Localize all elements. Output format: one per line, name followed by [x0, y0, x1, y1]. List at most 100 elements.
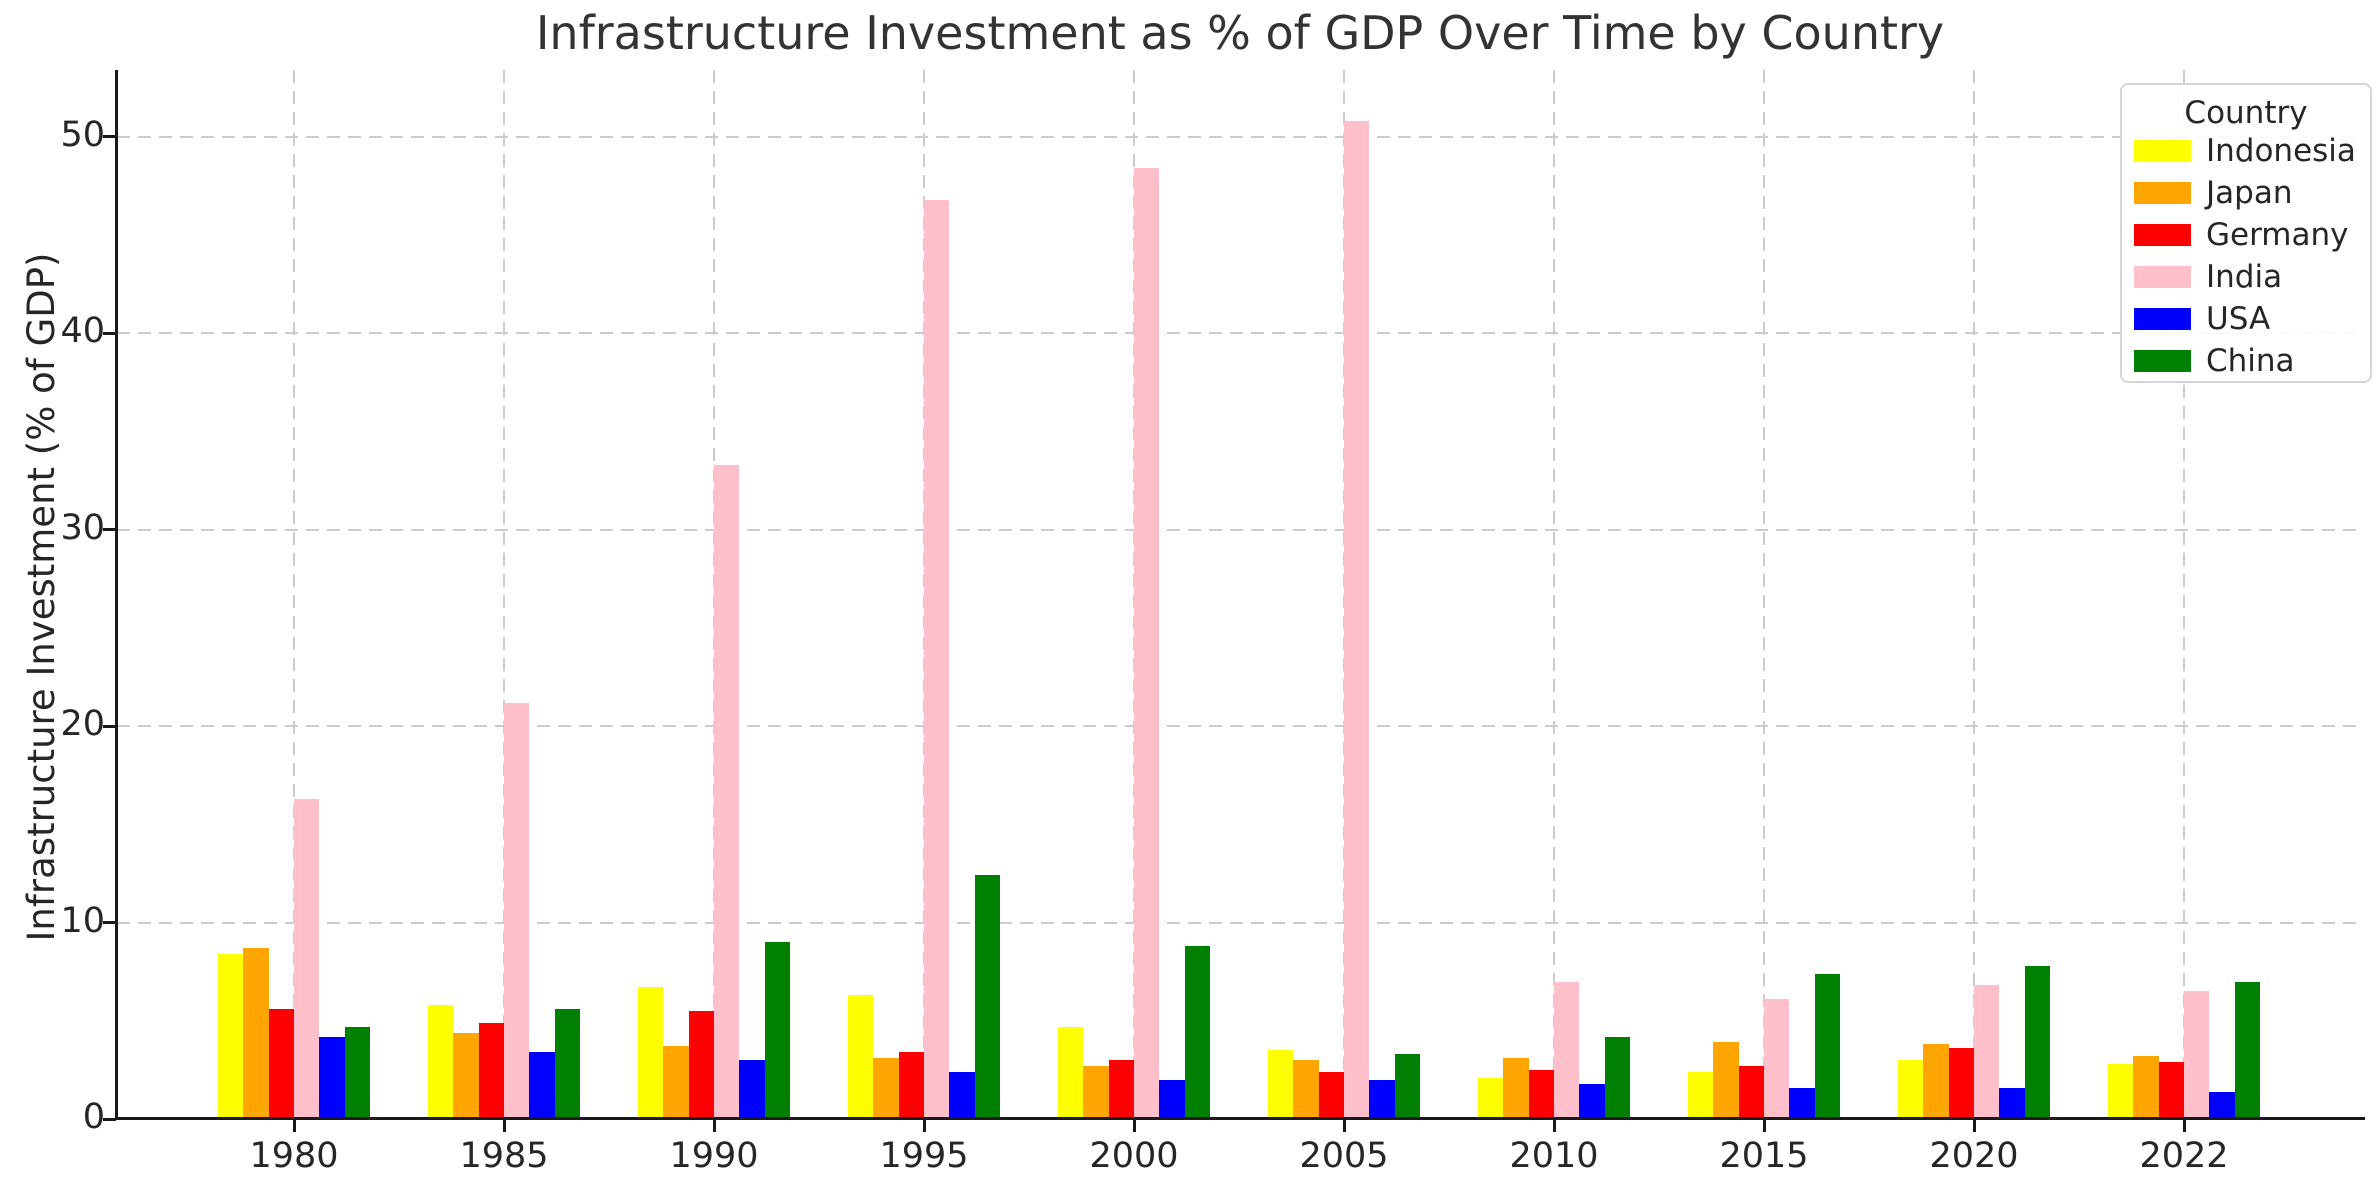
bar-usa-2015 [1789, 1087, 1815, 1119]
y-tick-label-20: 20 [60, 704, 105, 745]
legend: Country Indonesia Japan Germany India USA Chi… [2120, 83, 2372, 383]
x-tick-1985 [502, 1119, 506, 1132]
bar-germany-2022 [2158, 1062, 2184, 1119]
x-tick-label-1995: 1995 [879, 1136, 969, 1176]
x-gridline-1985 [503, 70, 505, 1119]
x-gridline-2010 [1553, 70, 1555, 1119]
x-tick-1990 [712, 1119, 716, 1132]
x-tick-label-2000: 2000 [1089, 1136, 1179, 1176]
y-tick-label-0: 0 [82, 1097, 105, 1137]
bar-japan-2022 [2133, 1056, 2159, 1119]
x-gridline-2020 [1973, 70, 1975, 1119]
bar-indonesia-2022 [2108, 1064, 2134, 1119]
bar-usa-1985 [529, 1052, 555, 1119]
legend-swatch-indonesia [2134, 140, 2191, 162]
bar-usa-2005 [1369, 1079, 1395, 1119]
bar-japan-2015 [1713, 1042, 1739, 1119]
bar-india-2020 [1973, 985, 2000, 1119]
y-axis-spine [115, 70, 118, 1120]
legend-label-indonesia: Indonesia [2206, 133, 2356, 169]
bar-usa-2000 [1159, 1079, 1185, 1119]
bar-china-1985 [554, 1009, 580, 1119]
y-tick-20 [103, 724, 116, 728]
x-tick-label-1980: 1980 [249, 1136, 339, 1176]
x-tick-label-2010: 2010 [1509, 1136, 1599, 1176]
bar-germany-1995 [898, 1052, 924, 1119]
bar-japan-1990 [663, 1046, 689, 1119]
bar-china-2015 [1814, 973, 1840, 1119]
bar-india-1980 [293, 798, 320, 1119]
legend-item-indonesia: Indonesia [2122, 130, 2370, 172]
bar-india-1995 [923, 199, 950, 1119]
bar-indonesia-2005 [1268, 1050, 1294, 1119]
y-tick-0 [103, 1117, 116, 1121]
x-gridline-2015 [1763, 70, 1765, 1119]
bar-indonesia-2000 [1058, 1026, 1084, 1119]
y-tick-30 [103, 528, 116, 532]
bar-japan-2010 [1503, 1058, 1529, 1119]
x-tick-label-2015: 2015 [1719, 1136, 1809, 1176]
y-gridline-30 [117, 528, 2363, 531]
bar-china-1995 [974, 875, 1000, 1119]
bar-japan-1980 [243, 948, 269, 1119]
legend-swatch-china [2134, 350, 2191, 372]
y-tick-label-10: 10 [60, 900, 105, 941]
x-tick-label-2005: 2005 [1299, 1136, 1389, 1176]
y-tick-label-50: 50 [60, 114, 105, 155]
bar-germany-2020 [1948, 1048, 1974, 1119]
x-gridline-1980 [293, 70, 295, 1119]
bar-china-2005 [1394, 1054, 1420, 1119]
x-tick-2005 [1342, 1119, 1346, 1132]
bar-usa-2010 [1579, 1083, 1605, 1119]
bar-china-1980 [344, 1026, 370, 1119]
legend-label-usa: USA [2206, 301, 2271, 337]
y-gridline-20 [117, 725, 2363, 728]
bar-germany-2015 [1738, 1065, 1764, 1119]
bar-indonesia-1980 [218, 954, 244, 1119]
x-tick-1980 [292, 1119, 296, 1132]
x-axis-spine [115, 1117, 2365, 1120]
x-tick-label-1985: 1985 [459, 1136, 549, 1176]
legend-label-china: China [2206, 343, 2295, 379]
bar-japan-2005 [1293, 1060, 1319, 1119]
bar-china-2010 [1604, 1036, 1630, 1119]
y-gridline-10 [117, 921, 2363, 924]
legend-item-germany: Germany [2122, 214, 2370, 256]
y-tick-50 [103, 135, 116, 139]
bar-india-2000 [1133, 168, 1160, 1119]
y-tick-10 [103, 921, 116, 925]
x-tick-label-2022: 2022 [2139, 1136, 2229, 1176]
chart-title: Infrastructure Investment as % of GDP Ov… [535, 6, 1945, 60]
bar-china-2022 [2234, 981, 2260, 1119]
x-tick-2015 [1762, 1119, 1766, 1132]
y-tick-40 [103, 331, 116, 335]
legend-item-china: China [2122, 340, 2370, 382]
bar-china-1990 [764, 942, 790, 1119]
x-tick-label-2020: 2020 [1929, 1136, 2019, 1176]
plot-area [117, 70, 2363, 1119]
bar-india-2022 [2183, 991, 2210, 1119]
x-tick-2010 [1552, 1119, 1556, 1132]
bar-china-2020 [2024, 965, 2050, 1119]
legend-title: Country [2184, 95, 2308, 131]
bar-indonesia-2015 [1688, 1071, 1714, 1119]
y-gridline-40 [117, 332, 2363, 335]
x-tick-label-1990: 1990 [669, 1136, 759, 1176]
bar-germany-1980 [268, 1009, 294, 1119]
bar-indonesia-1985 [428, 1005, 454, 1119]
legend-item-india: India [2122, 256, 2370, 298]
bar-usa-1990 [739, 1060, 765, 1119]
x-tick-2020 [1972, 1119, 1976, 1132]
x-tick-1995 [922, 1119, 926, 1132]
x-tick-2000 [1132, 1119, 1136, 1132]
legend-label-india: India [2206, 259, 2283, 295]
x-gridline-2022 [2183, 70, 2185, 1119]
bar-japan-2020 [1923, 1044, 1949, 1119]
legend-swatch-usa [2134, 308, 2191, 330]
bar-india-2010 [1553, 981, 1580, 1119]
bar-usa-2022 [2209, 1091, 2235, 1119]
legend-label-germany: Germany [2206, 217, 2349, 253]
legend-swatch-india [2134, 266, 2191, 288]
bar-indonesia-1995 [848, 995, 874, 1119]
